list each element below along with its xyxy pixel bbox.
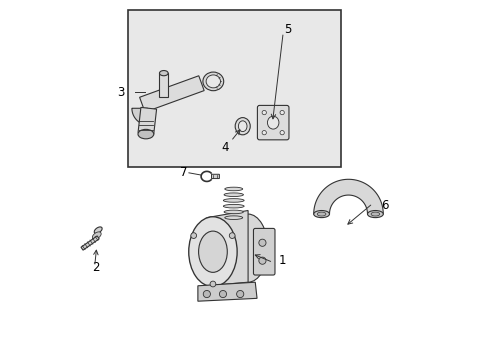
Circle shape [280,111,284,115]
Text: 7: 7 [180,166,187,179]
Ellipse shape [228,214,267,282]
Ellipse shape [138,129,153,139]
Text: 6: 6 [380,199,387,212]
Circle shape [258,239,265,246]
Ellipse shape [367,211,383,217]
Circle shape [258,257,265,264]
Circle shape [262,131,266,135]
Circle shape [229,233,235,238]
FancyBboxPatch shape [211,174,219,179]
Text: 5: 5 [283,23,291,36]
Ellipse shape [223,199,244,202]
Circle shape [210,281,215,287]
Text: 1: 1 [278,254,285,267]
Circle shape [203,291,210,298]
Ellipse shape [159,71,168,76]
Ellipse shape [188,217,237,287]
Ellipse shape [267,116,278,129]
Circle shape [280,131,284,135]
Polygon shape [159,73,168,97]
Ellipse shape [206,75,220,88]
Ellipse shape [224,216,242,220]
Ellipse shape [238,121,246,132]
Ellipse shape [223,204,244,208]
Circle shape [219,291,226,298]
Text: 3: 3 [117,86,124,99]
Polygon shape [139,76,204,112]
Circle shape [236,291,244,298]
Polygon shape [313,179,383,214]
Ellipse shape [235,118,250,135]
Ellipse shape [92,232,101,239]
Bar [128,10,341,167]
Polygon shape [198,282,257,301]
Polygon shape [206,211,247,286]
Ellipse shape [224,187,242,191]
Ellipse shape [94,227,102,234]
Ellipse shape [224,210,243,214]
Circle shape [262,111,266,115]
Ellipse shape [224,193,243,197]
Ellipse shape [198,231,227,273]
Text: 4: 4 [221,141,228,154]
Polygon shape [138,107,156,134]
Ellipse shape [370,212,379,216]
FancyBboxPatch shape [253,228,274,275]
Text: 2: 2 [92,261,99,274]
Polygon shape [81,236,99,250]
Polygon shape [132,108,148,125]
Ellipse shape [313,211,329,217]
Circle shape [190,233,196,238]
FancyBboxPatch shape [257,105,288,140]
Ellipse shape [317,212,325,216]
Ellipse shape [203,72,223,91]
